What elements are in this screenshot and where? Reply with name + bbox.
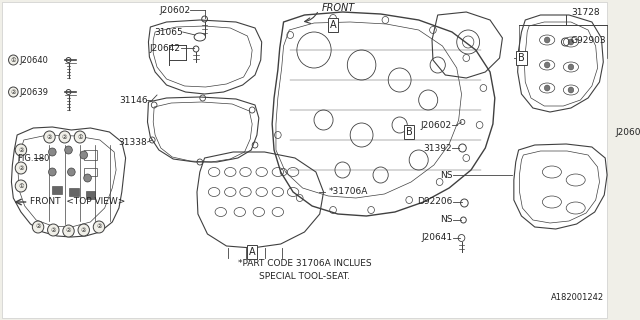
Text: FRONT: FRONT [322, 3, 355, 13]
Text: J20639: J20639 [19, 87, 48, 97]
Text: FRONT  <TOP VIEW>: FRONT <TOP VIEW> [31, 197, 126, 206]
Circle shape [84, 174, 92, 182]
Text: ②: ② [10, 90, 16, 94]
Text: ①: ① [10, 58, 16, 62]
Circle shape [74, 131, 86, 143]
Text: ②: ② [81, 228, 86, 233]
Text: FIG.180: FIG.180 [17, 154, 49, 163]
Bar [70, 188, 79, 196]
Circle shape [15, 144, 27, 156]
Circle shape [8, 87, 18, 97]
Text: 31065: 31065 [154, 28, 182, 36]
Circle shape [80, 151, 88, 159]
Text: ②: ② [47, 134, 52, 140]
Circle shape [68, 168, 75, 176]
Circle shape [49, 168, 56, 176]
Text: 31728: 31728 [571, 7, 600, 17]
Text: ②: ② [62, 134, 67, 140]
Text: D92206: D92206 [417, 197, 453, 206]
Bar [84, 150, 97, 160]
Text: B: B [406, 127, 413, 137]
Circle shape [15, 162, 27, 174]
Circle shape [544, 85, 550, 91]
Text: 31146: 31146 [119, 95, 147, 105]
Text: NS: NS [440, 171, 453, 180]
Text: NS: NS [440, 215, 453, 225]
Text: ②: ② [18, 148, 24, 153]
Text: J20642: J20642 [150, 44, 180, 52]
Circle shape [8, 55, 18, 65]
Bar [84, 168, 97, 176]
Text: ②: ② [51, 228, 56, 233]
Text: G92903: G92903 [571, 36, 607, 44]
Text: 31338: 31338 [119, 138, 147, 147]
Text: ①: ① [18, 183, 24, 188]
Text: ①: ① [77, 134, 83, 140]
Text: J20641: J20641 [422, 234, 453, 243]
Circle shape [544, 62, 550, 68]
Circle shape [47, 224, 59, 236]
Text: *31706A: *31706A [328, 188, 367, 196]
Text: A: A [330, 20, 337, 30]
Circle shape [63, 225, 74, 237]
Circle shape [15, 180, 27, 192]
Circle shape [65, 146, 72, 154]
Text: J20640: J20640 [19, 55, 48, 65]
Text: J20602: J20602 [159, 5, 190, 14]
Circle shape [544, 37, 550, 43]
Circle shape [44, 131, 55, 143]
Text: ②: ② [18, 165, 24, 171]
Circle shape [49, 148, 56, 156]
Text: ②: ② [35, 225, 41, 229]
Text: ②: ② [66, 228, 71, 234]
Text: ②: ② [96, 225, 102, 229]
Circle shape [78, 224, 90, 236]
Circle shape [568, 87, 574, 93]
Circle shape [59, 131, 70, 143]
Text: *PART CODE 31706A INCLUES
SPECIAL TOOL-SEAT.: *PART CODE 31706A INCLUES SPECIAL TOOL-S… [237, 259, 371, 281]
Circle shape [568, 64, 574, 70]
Circle shape [93, 221, 105, 233]
Text: 31392: 31392 [424, 143, 452, 153]
Bar [52, 186, 62, 194]
Text: J20602: J20602 [421, 121, 452, 130]
Text: A182001242: A182001242 [551, 293, 604, 302]
Bar [86, 191, 95, 199]
Circle shape [33, 221, 44, 233]
Text: J20602: J20602 [616, 127, 640, 137]
Circle shape [568, 39, 574, 45]
Text: A: A [249, 247, 255, 257]
Text: B: B [518, 53, 525, 63]
